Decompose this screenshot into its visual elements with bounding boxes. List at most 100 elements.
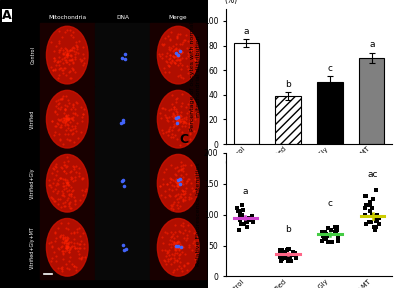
Point — [70, 126, 76, 131]
Point — [159, 235, 166, 239]
Point — [174, 267, 180, 272]
Point — [158, 192, 164, 197]
Point — [48, 39, 54, 44]
Text: c: c — [328, 64, 332, 73]
Point — [59, 68, 65, 72]
Point — [176, 113, 182, 118]
Point — [366, 203, 373, 208]
Point — [184, 102, 191, 107]
Point — [194, 181, 200, 186]
Point — [62, 236, 68, 240]
Point — [165, 63, 171, 67]
Point — [164, 181, 170, 186]
Point — [329, 240, 335, 245]
Point — [172, 61, 178, 65]
Point — [56, 50, 62, 55]
Point — [178, 173, 184, 178]
Point — [170, 54, 176, 59]
Point — [174, 115, 180, 119]
Point — [64, 103, 70, 108]
Text: C: C — [180, 133, 189, 146]
Point — [168, 134, 174, 139]
Point — [176, 245, 182, 249]
Point — [169, 114, 175, 119]
Point — [169, 128, 175, 132]
Point — [53, 99, 59, 104]
Point — [239, 215, 245, 220]
Point — [163, 254, 169, 259]
Point — [176, 241, 183, 246]
Point — [192, 252, 199, 257]
Point — [72, 265, 79, 269]
Point — [62, 107, 68, 112]
Point — [192, 116, 198, 121]
Point — [50, 55, 57, 60]
Point — [171, 239, 177, 244]
Point — [173, 243, 179, 248]
Point — [187, 117, 193, 122]
Point — [286, 254, 293, 259]
Point — [58, 193, 65, 198]
Point — [178, 51, 184, 56]
Point — [58, 221, 64, 226]
Point — [374, 215, 380, 220]
Point — [48, 195, 54, 200]
Point — [373, 219, 380, 223]
Point — [175, 181, 182, 185]
Y-axis label: Percentage of oocytes with normal
mitochondrial distribution: Percentage of oocytes with normal mitoch… — [190, 22, 201, 131]
Point — [64, 177, 70, 182]
Point — [74, 227, 80, 231]
Point — [61, 118, 67, 122]
Point — [177, 57, 183, 62]
Point — [246, 215, 252, 220]
Point — [80, 44, 86, 49]
Point — [246, 215, 252, 220]
Point — [51, 250, 58, 255]
Point — [71, 195, 77, 200]
Point — [64, 132, 71, 136]
Point — [237, 221, 244, 226]
Point — [120, 118, 126, 123]
Point — [53, 161, 60, 166]
Point — [61, 200, 68, 204]
Point — [121, 184, 128, 188]
Point — [177, 194, 183, 198]
Point — [178, 75, 184, 79]
Point — [157, 111, 163, 115]
Point — [192, 109, 199, 114]
Point — [59, 96, 65, 101]
Point — [284, 248, 290, 253]
Bar — [276, 96, 301, 144]
Point — [172, 223, 178, 228]
Point — [164, 182, 170, 186]
Point — [54, 246, 61, 251]
Point — [170, 241, 176, 246]
Point — [64, 240, 70, 245]
Point — [160, 170, 167, 175]
Point — [69, 262, 76, 266]
Point — [369, 212, 375, 217]
Point — [180, 162, 186, 167]
Point — [60, 240, 67, 245]
Point — [184, 260, 191, 265]
Point — [319, 230, 325, 234]
Point — [63, 245, 69, 250]
Point — [49, 118, 55, 123]
Point — [64, 118, 71, 122]
Point — [277, 254, 283, 259]
Point — [66, 115, 72, 120]
Point — [175, 117, 182, 121]
Point — [56, 132, 63, 137]
Point — [62, 30, 68, 35]
Point — [187, 131, 193, 136]
Point — [63, 243, 69, 248]
Point — [72, 164, 79, 168]
Point — [58, 165, 64, 170]
Point — [334, 225, 340, 229]
Point — [68, 107, 74, 111]
Point — [70, 29, 76, 34]
Point — [75, 166, 82, 170]
Point — [75, 136, 81, 141]
Point — [70, 68, 77, 72]
Point — [54, 181, 60, 186]
